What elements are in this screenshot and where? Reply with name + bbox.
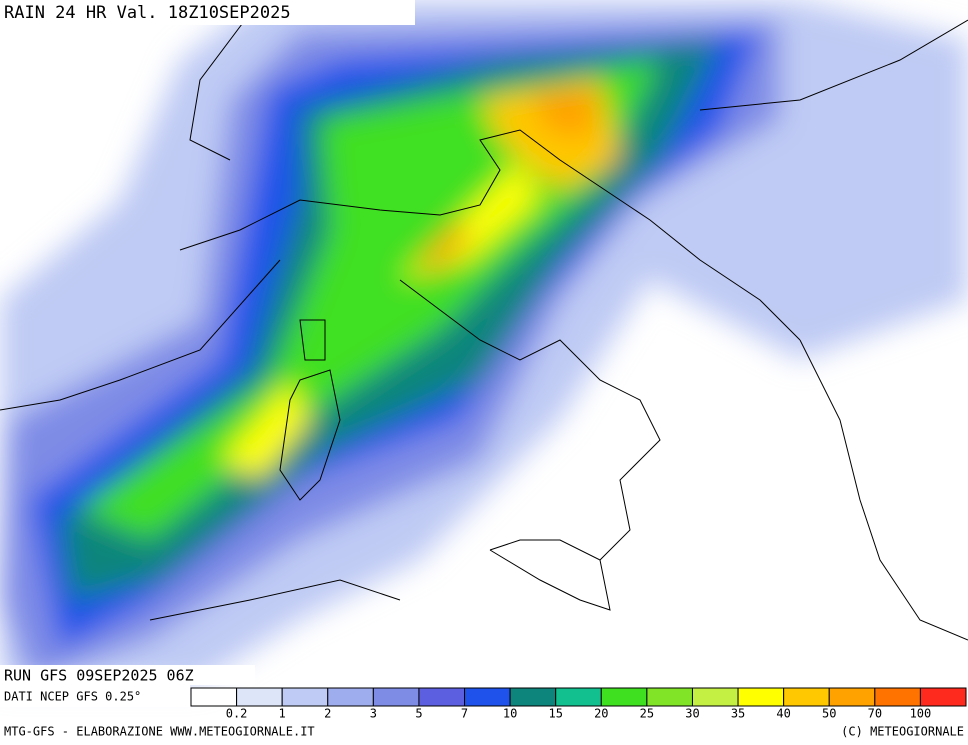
legend-label: 10	[503, 707, 517, 721]
legend-label: 25	[640, 707, 654, 721]
legend-swatch	[281, 687, 329, 707]
legend-label: 15	[548, 707, 562, 721]
legend-swatch	[509, 687, 557, 707]
legend-swatch	[737, 687, 785, 707]
legend-swatch	[691, 687, 739, 707]
legend-swatch	[828, 687, 876, 707]
source-box	[0, 685, 190, 707]
legend-label: 5	[415, 707, 422, 721]
legend-swatch	[372, 687, 420, 707]
legend-swatch	[874, 687, 921, 707]
rain-field	[0, 0, 968, 683]
legend: 0.2 1 2 3 5 7 10 15 20 25 30 35 40 50 70 100	[190, 687, 967, 721]
footer-right: (C) METEOGIORNALE	[841, 725, 964, 739]
legend-swatch	[783, 687, 830, 707]
title-box	[0, 0, 415, 25]
source-info: DATI NCEP GFS 0.25°	[4, 690, 141, 704]
legend-swatch	[646, 687, 693, 707]
legend-label: 50	[822, 707, 836, 721]
coastlines	[0, 0, 968, 641]
legend-swatch	[190, 687, 238, 707]
legend-label: 40	[776, 707, 790, 721]
legend-swatch	[600, 687, 648, 707]
legend-label: 7	[461, 707, 468, 721]
legend-label: 20	[594, 707, 608, 721]
legend-label: 35	[731, 707, 745, 721]
legend-swatch	[236, 687, 283, 707]
legend-swatch	[327, 687, 374, 707]
legend-label: 100	[910, 707, 932, 721]
legend-label: 3	[370, 707, 377, 721]
map-title: RAIN 24 HR Val. 18Z10SEP2025	[4, 3, 291, 23]
legend-label: 1	[279, 707, 286, 721]
legend-swatch	[418, 687, 466, 707]
legend-label: 30	[685, 707, 699, 721]
footer-left: MTG-GFS - ELABORAZIONE WWW.METEOGIORNALE…	[4, 725, 315, 739]
legend-label: 70	[868, 707, 882, 721]
legend-label: 0.2	[226, 707, 248, 721]
legend-label: 2	[324, 707, 331, 721]
run-box	[0, 665, 255, 685]
legend-swatch	[555, 687, 602, 707]
legend-swatch	[464, 687, 511, 707]
legend-swatch	[919, 687, 967, 707]
run-info: RUN GFS 09SEP2025 06Z	[4, 667, 194, 685]
